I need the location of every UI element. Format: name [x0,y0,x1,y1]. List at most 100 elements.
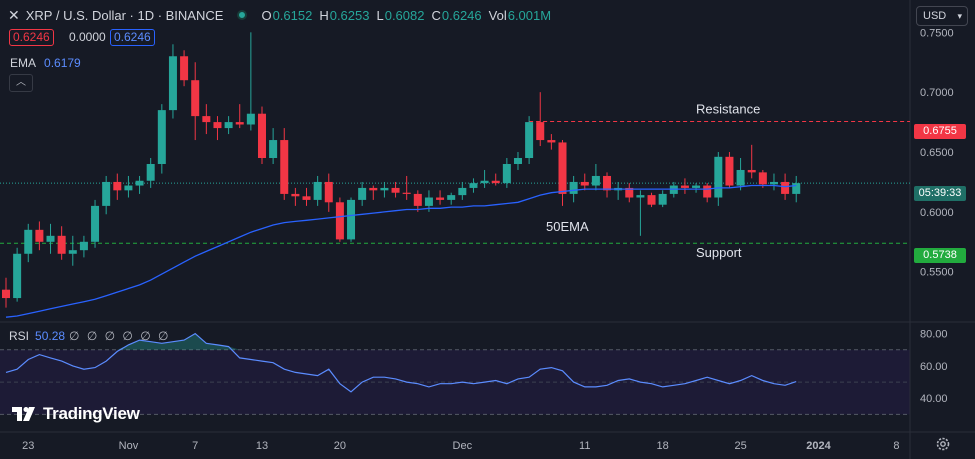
candle-body [491,180,500,184]
candle-body [436,197,445,200]
candle-body [224,122,233,129]
candle-body [146,163,155,181]
sell-price-button[interactable]: 0.6246 [9,29,54,46]
candle-body [358,187,367,200]
price-axis-ticks: 0.7500 0.7000 0.6500 0.6000 0.5500 [920,27,954,278]
candle-body [525,122,534,159]
tradingview-brand: TradingView [43,404,140,423]
candle-body [291,193,300,197]
ema-value: 0.6179 [44,56,81,70]
candle-body [24,229,33,254]
price-tick-label: 0.7000 [920,87,954,99]
candle-body [413,193,422,206]
price-tick-label: 0.6000 [920,207,954,219]
rsi-tick-label: 80.00 [920,329,948,341]
symbol-title[interactable]: XRP / U.S. Dollar · 1D · BINANCE [25,7,224,23]
chevron-up-icon: ︿ [16,77,26,88]
chevron-down-icon: ▾ [957,11,962,21]
candle-body [692,185,701,188]
candle-body [313,181,322,200]
collapse-legend-button[interactable]: ︿ [9,74,33,92]
candle-body [502,163,511,184]
tradingview-logo[interactable]: TradingView [12,404,140,424]
candle-body [246,113,255,125]
candle-body [257,113,266,159]
time-tick-label: 20 [334,440,346,452]
candle-body [536,122,545,141]
candle-body [202,116,211,123]
candle-body [591,175,600,186]
rsi-label: RSI [9,329,30,343]
candle-body [135,180,144,186]
candle-body [180,56,189,81]
support-annotation: Support [696,245,742,260]
candle-body [513,158,522,164]
ohlc-high-key: H [319,7,329,23]
candle-body [792,183,801,194]
buy-price-button[interactable]: 0.6246 [110,29,155,46]
candle-body [2,289,10,299]
rsi-legend[interactable]: RSI 50.28 ∅ ∅ ∅ ∅ ∅ ∅ [9,329,170,343]
candle-body [168,56,177,111]
candle-body [213,122,222,129]
candle-body [469,183,478,188]
candle-body [703,185,712,198]
candle-body [157,110,166,164]
candle-body [736,169,745,186]
candle-body [324,181,333,203]
candle-body [402,192,411,194]
candle-body [558,142,567,194]
market-status-icon [237,10,248,20]
ema-legend[interactable]: EMA 0.6179 [10,56,81,70]
candle-body [480,180,489,184]
settings-gear-icon[interactable] [935,436,951,452]
resistance-annotation: Resistance [696,101,760,116]
time-tick-label: Nov [119,440,139,452]
time-tick-label: 8 [893,440,899,452]
candle-body [347,199,356,240]
time-tick-label: 2024 [806,440,831,452]
time-axis-ticks: 23 Nov 7 13 20 Dec 11 18 25 2024 8 [22,440,899,452]
ohlc-close-value: 0.6246 [441,7,482,23]
candle-body [458,187,467,196]
price-tick-label: 0.6500 [920,147,954,159]
candle-body [647,195,656,205]
rsi-line [5,332,797,393]
rsi-tick-label: 40.00 [920,393,948,405]
ema-label: EMA [10,56,37,70]
resistance-price-tag: 0.6755 [914,124,966,139]
candle-body [35,229,44,242]
candle-body [547,140,556,143]
price-tick-label: 0.7500 [920,27,954,39]
ema-annotation: 50EMA [546,219,589,234]
candle-body [747,169,756,173]
candle-body [380,187,389,191]
candle-body [113,181,122,191]
candle-body [102,181,111,206]
rsi-empty-values: ∅ ∅ ∅ ∅ ∅ ∅ [69,329,171,343]
close-symbol-icon[interactable]: ✕ [8,6,20,23]
rsi-overbought-fill [117,333,240,350]
candle-body [191,80,200,117]
candle-body [369,187,378,191]
candle-body [636,195,645,198]
candle-body [603,175,612,191]
ohlc-close-key: C [431,7,441,23]
ohlc-low-value: 0.6082 [384,7,425,23]
candle-body [391,187,400,193]
level-lines [0,120,910,244]
countdown-price-tag: 05:39:33 [914,186,966,201]
price-tick-label: 0.5500 [920,267,954,279]
candle-body [46,235,55,242]
candle-body [235,122,244,125]
currency-label: USD [923,10,947,22]
ohlc-low-key: L [376,7,384,23]
candle-body [424,197,433,206]
rsi-tick-label: 60.00 [920,361,948,373]
candle-body [269,140,278,159]
volume-key: Vol [488,7,507,23]
currency-selector[interactable]: USD ▾ [916,6,968,26]
candle-body [79,241,88,251]
time-tick-label: 23 [22,440,34,452]
